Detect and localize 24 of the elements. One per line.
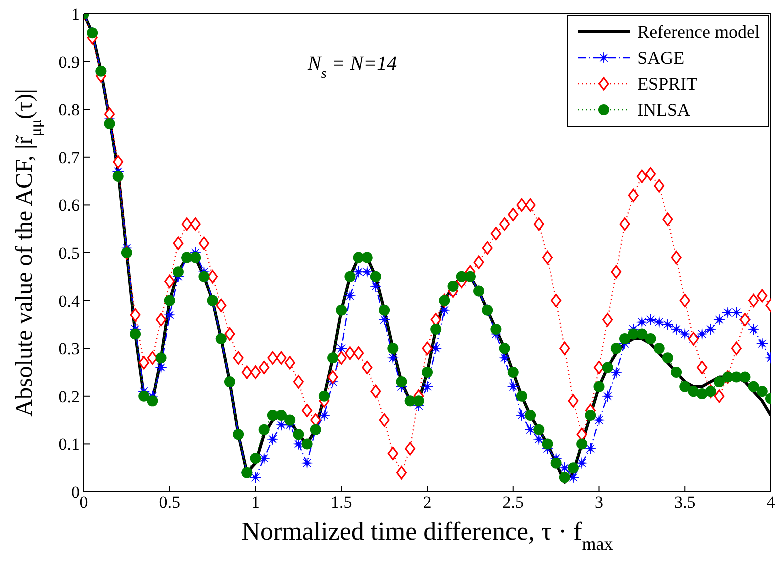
y-tick-label: 1 — [72, 5, 80, 24]
y-tick-label: 0.3 — [58, 340, 80, 359]
y-tick-label: 0.5 — [58, 244, 80, 264]
x-tick-label: 2 — [423, 493, 432, 512]
y-tick-label: 0.2 — [58, 387, 80, 406]
y-tick-label: 0.8 — [58, 100, 80, 120]
x-tick-label: 1.5 — [331, 493, 352, 512]
y-tick-label: 0.7 — [58, 148, 80, 168]
x-tick-label: 0.5 — [159, 493, 180, 512]
legend-label: ESPRIT — [638, 74, 698, 94]
y-tick-label: 0.1 — [58, 435, 80, 454]
legend-label: INLSA — [638, 100, 691, 120]
x-tick-label: 4 — [766, 493, 776, 512]
x-axis-title: Normalized time difference, τ · f$_{max}$ — [242, 517, 614, 554]
x-tick-label: 1 — [252, 493, 260, 512]
y-tick-label: 0.6 — [58, 196, 80, 216]
y-tick-label: 0.4 — [58, 292, 80, 311]
x-tick-label: 2.5 — [502, 493, 524, 512]
x-tick-label: 3.5 — [674, 493, 696, 512]
annotation: N$_{s}$ = N=14 — [307, 53, 398, 82]
legend-label: Reference model — [638, 22, 760, 42]
x-tick-label: 3 — [595, 493, 604, 512]
legend-label: SAGE — [638, 48, 685, 68]
y-tick-label: 0.9 — [58, 52, 80, 72]
